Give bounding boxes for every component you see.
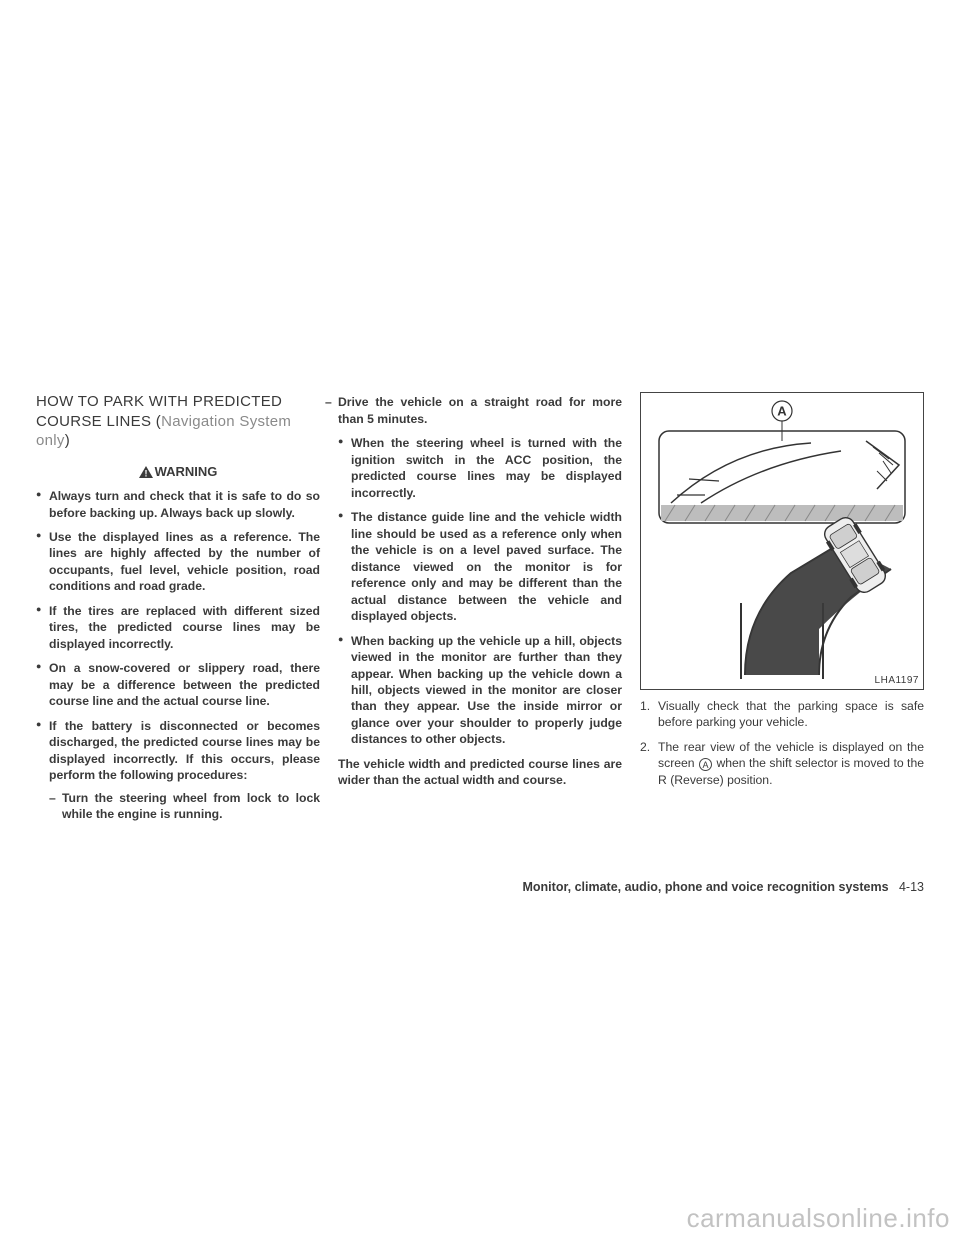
bullet-item: On a snow-covered or slippery road, ther… bbox=[36, 660, 320, 709]
footer-section: Monitor, climate, audio, phone and voice… bbox=[523, 880, 889, 894]
page-content: HOW TO PARK WITH PREDICTED COURSE LINES … bbox=[36, 392, 924, 830]
bullet-item: If the tires are replaced with different… bbox=[36, 603, 320, 652]
bullet-item: Use the displayed lines as a reference. … bbox=[36, 529, 320, 595]
col2-bold-para: The vehicle width and predicted course l… bbox=[338, 756, 622, 789]
numbered-item: The rear view of the vehicle is displaye… bbox=[640, 739, 924, 788]
warning-header: ! WARNING bbox=[36, 463, 320, 481]
bullet-item: If the battery is disconnected or become… bbox=[36, 718, 320, 823]
watermark: carmanualsonline.info bbox=[687, 1203, 950, 1234]
heading-line1: HOW TO PARK WITH PREDICTED bbox=[36, 393, 282, 410]
svg-text:!: ! bbox=[144, 468, 147, 478]
bullet-item: When backing up the vehicle up a hill, o… bbox=[338, 633, 622, 748]
section-heading: HOW TO PARK WITH PREDICTED COURSE LINES … bbox=[36, 392, 320, 451]
bullet-item: Always turn and check that it is safe to… bbox=[36, 488, 320, 521]
sub-item: Drive the vehicle on a straight road for… bbox=[325, 394, 622, 427]
col2-bullet-list: When the steering wheel is turned with t… bbox=[338, 435, 622, 747]
sub-item: Turn the steering wheel from lock to loc… bbox=[49, 790, 320, 823]
column-1: HOW TO PARK WITH PREDICTED COURSE LINES … bbox=[36, 392, 320, 830]
bullet-continuation: . Drive the vehicle on a straight road f… bbox=[338, 394, 622, 427]
col2-sub-list: Drive the vehicle on a straight road for… bbox=[325, 394, 622, 427]
column-3: A bbox=[640, 392, 924, 830]
svg-text:A: A bbox=[777, 404, 787, 419]
figure: A bbox=[640, 392, 924, 690]
figure-svg: A bbox=[641, 393, 923, 689]
col1-bullet-list: Always turn and check that it is safe to… bbox=[36, 488, 320, 822]
heading-line2-post: ) bbox=[65, 432, 70, 449]
warning-label: WARNING bbox=[155, 464, 218, 479]
bullet-text: If the battery is disconnected or become… bbox=[49, 719, 320, 782]
callout-a-icon: A bbox=[699, 758, 712, 771]
column-2: . Drive the vehicle on a straight road f… bbox=[338, 392, 622, 830]
numbered-item: Visually check that the parking space is… bbox=[640, 698, 924, 731]
page-footer: Monitor, climate, audio, phone and voice… bbox=[36, 880, 924, 894]
footer-page: 4-13 bbox=[899, 880, 924, 894]
figure-label: LHA1197 bbox=[875, 674, 919, 688]
bullet-item: The distance guide line and the vehicle … bbox=[338, 509, 622, 624]
bullet-item: When the steering wheel is turned with t… bbox=[338, 435, 622, 501]
heading-line2-pre: COURSE LINES ( bbox=[36, 413, 161, 430]
col1-sub-list: Turn the steering wheel from lock to loc… bbox=[49, 790, 320, 823]
warning-icon: ! bbox=[139, 466, 153, 478]
col2-lead: . Drive the vehicle on a straight road f… bbox=[338, 394, 622, 427]
col3-numbered-list: Visually check that the parking space is… bbox=[640, 698, 924, 788]
